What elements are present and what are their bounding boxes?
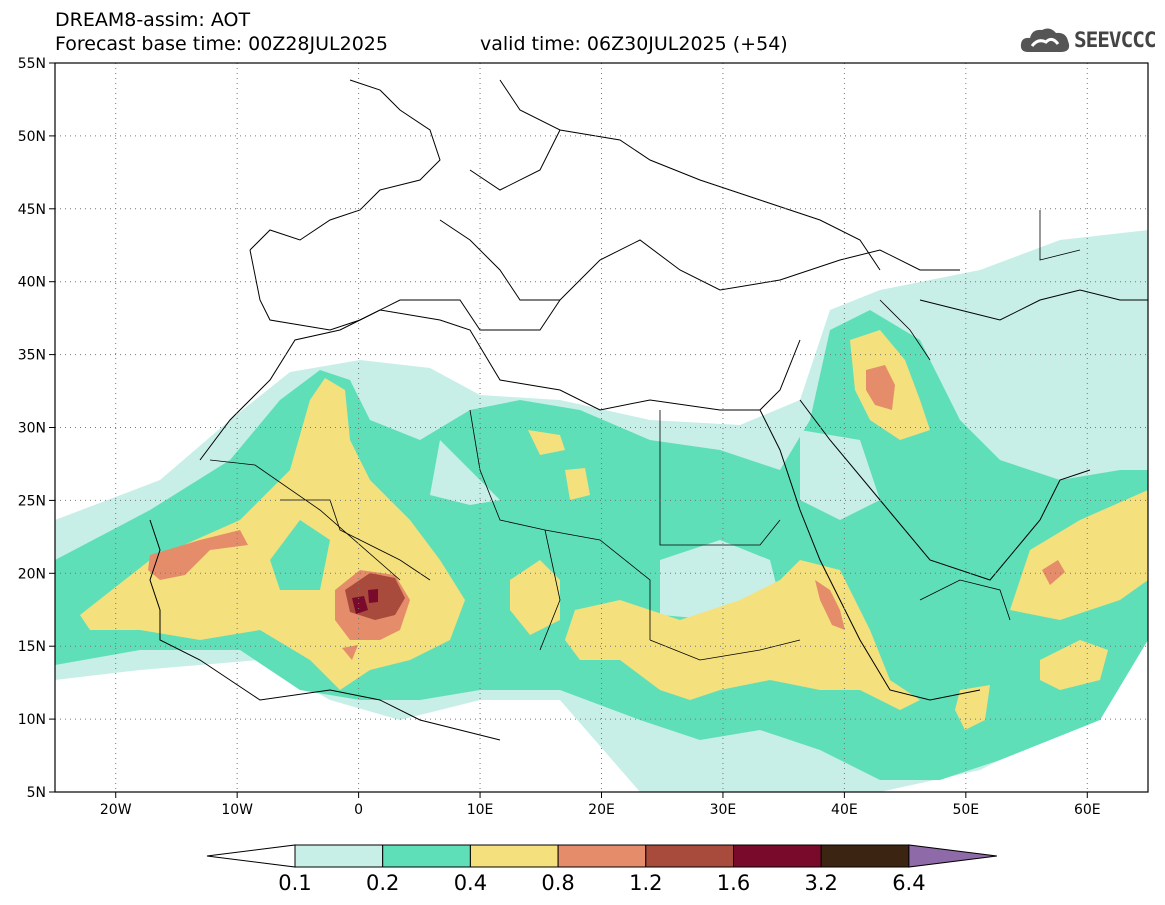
seevccc-logo: SEEVCCC xyxy=(1018,24,1158,58)
longitude-ticks: 20W 10W 0 10E 20E 30E 40E 50E 60E xyxy=(100,792,1101,818)
colorbar-level-label: 3.2 xyxy=(804,871,837,895)
colorbar-level-label: 1.2 xyxy=(629,871,662,895)
lon-tick-label: 10W xyxy=(221,802,253,818)
colorbar-box xyxy=(645,844,734,868)
lon-tick-label: 60E xyxy=(1074,802,1101,818)
latitude-ticks: 55N 50N 45N 40N 35N 30N 25N 20N 15N 10N 5N xyxy=(18,56,55,801)
aot-level-1-6 xyxy=(352,589,378,614)
colorbar-lower-arrow xyxy=(206,844,296,868)
colorbar-box xyxy=(820,844,910,868)
lat-tick-label: 30N xyxy=(18,421,46,437)
colorbar-level-label: 1.6 xyxy=(717,871,750,895)
colorbar-level-label: 0.4 xyxy=(454,871,487,895)
colorbar-upper-arrow xyxy=(908,844,997,868)
forecast-base-time: Forecast base time: 00Z28JUL2025 xyxy=(55,33,388,55)
lat-tick-label: 20N xyxy=(18,566,46,582)
lat-tick-label: 40N xyxy=(18,275,46,291)
lat-tick-label: 10N xyxy=(18,712,46,728)
colorbar-level-label: 0.2 xyxy=(366,871,399,895)
country-borders xyxy=(209,210,1081,661)
colorbar-box xyxy=(294,844,384,868)
colorbar-box xyxy=(382,844,471,868)
lat-tick-label: 50N xyxy=(18,129,46,145)
map-title: DREAM8-assim: AOT xyxy=(55,9,251,31)
logo-text: SEEVCCC xyxy=(1074,28,1157,52)
colorbar: 0.1 0.2 0.4 0.8 1.2 1.6 3.2 6.4 xyxy=(206,844,997,895)
lat-tick-label: 45N xyxy=(18,202,46,218)
gridlines xyxy=(55,63,1148,792)
colorbar-box xyxy=(469,844,559,868)
lat-tick-label: 5N xyxy=(27,785,46,801)
lon-tick-label: 10E xyxy=(467,802,494,818)
lon-tick-label: 20E xyxy=(588,802,615,818)
colorbar-box xyxy=(557,844,647,868)
lat-tick-label: 35N xyxy=(18,348,46,364)
colorbar-level-label: 6.4 xyxy=(892,871,925,895)
lon-tick-label: 50E xyxy=(952,802,979,818)
lat-tick-label: 25N xyxy=(18,493,46,509)
colorbar-level-label: 0.8 xyxy=(541,871,574,895)
lon-tick-label: 20W xyxy=(100,802,132,818)
valid-time: valid time: 06Z30JUL2025 (+54) xyxy=(480,33,788,55)
aot-contours xyxy=(55,230,1148,792)
lon-tick-label: 0 xyxy=(354,802,363,818)
cloud-logo-icon xyxy=(1020,28,1070,52)
lat-tick-label: 15N xyxy=(18,639,46,655)
lat-tick-label: 55N xyxy=(18,56,46,72)
colorbar-level-label: 0.1 xyxy=(278,871,311,895)
lon-tick-label: 30E xyxy=(710,802,737,818)
lon-tick-label: 40E xyxy=(831,802,858,818)
colorbar-box xyxy=(733,844,822,868)
